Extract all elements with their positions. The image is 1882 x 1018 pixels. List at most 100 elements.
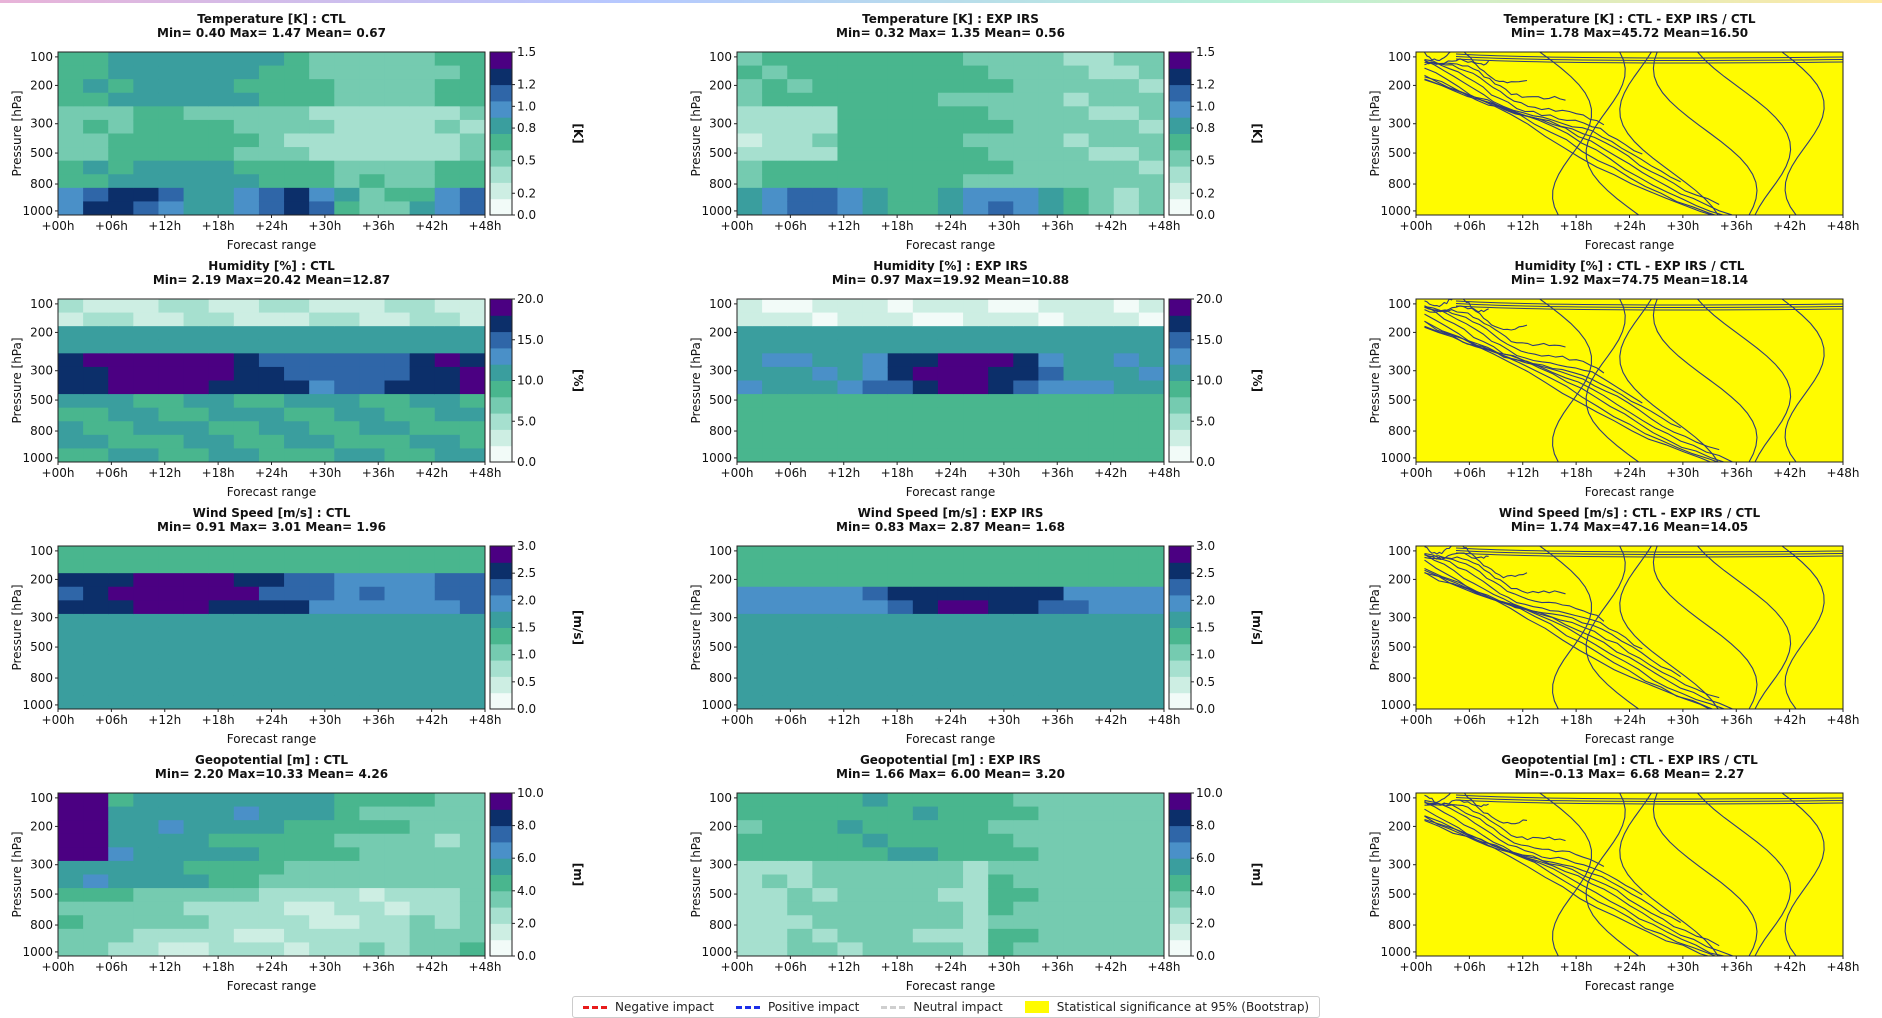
heatmap-cell [988, 394, 1014, 409]
heatmap-cell [108, 793, 134, 808]
heatmap-cell [762, 600, 788, 615]
heatmap-cell [1113, 695, 1140, 710]
heatmap-cell [1013, 201, 1039, 216]
heatmap-cell [158, 106, 185, 121]
heatmap-cell [434, 668, 461, 683]
heatmap-cell [409, 65, 436, 80]
x-axis-label: Forecast range [227, 979, 316, 993]
heatmap-cell [1088, 627, 1115, 642]
heatmap-cell [1088, 641, 1115, 656]
legend-positive: Positive impact [735, 1000, 859, 1014]
heatmap-cell [1113, 353, 1140, 368]
heatmap-cell [812, 326, 838, 341]
heatmap-cell [837, 820, 864, 835]
x-tick-label: +18h [881, 713, 914, 727]
heatmap-cell [133, 448, 159, 463]
heatmap-cell [409, 119, 436, 134]
heatmap-cell [762, 627, 788, 642]
heatmap-cell [988, 942, 1014, 957]
contour-line [1424, 306, 1605, 374]
heatmap-cell [862, 888, 889, 903]
heatmap-cell [1038, 312, 1065, 327]
heatmap-cell [812, 627, 838, 642]
heatmap-cell [409, 573, 436, 588]
colorbar-segment [1169, 445, 1191, 463]
heatmap-cell [1013, 394, 1039, 409]
colorbar-tick-label: 6.0 [1196, 851, 1215, 865]
x-tick-label: +24h [1613, 713, 1646, 727]
colorbar-segment [1169, 380, 1191, 398]
heatmap-cell [158, 92, 185, 107]
heatmap-cell [334, 299, 360, 314]
heatmap-cell [434, 559, 461, 574]
x-tick-label: +06h [1453, 219, 1486, 233]
heatmap-cell [963, 366, 989, 381]
heatmap-cell [1088, 681, 1115, 696]
heatmap-cell [284, 668, 310, 683]
heatmap-cell [258, 380, 285, 395]
heatmap-cell [837, 147, 864, 162]
heatmap-cell [912, 928, 939, 943]
heatmap-cell [359, 339, 386, 354]
heatmap-cell [459, 901, 486, 916]
colorbar-segment [490, 364, 512, 381]
heatmap-cell [787, 92, 813, 107]
heatmap-cell [912, 421, 939, 436]
heatmap-cell [1063, 160, 1090, 175]
heatmap-cell [83, 353, 109, 368]
colorbar-segment [1169, 100, 1191, 118]
heatmap-cell [787, 573, 813, 588]
heatmap-cell [1013, 106, 1039, 121]
heatmap-cell [409, 394, 436, 409]
heatmap-cell [737, 668, 763, 683]
heatmap-cell [737, 874, 763, 889]
heatmap-cell [384, 559, 411, 574]
heatmap-cell [1113, 133, 1140, 148]
contour-line [1585, 299, 1639, 462]
heatmap-cell [284, 793, 310, 808]
x-tick-label: +36h [1720, 466, 1753, 480]
heatmap-cell [309, 668, 335, 683]
heatmap-cell [334, 681, 360, 696]
heatmap-cell [812, 888, 838, 903]
heatmap-cell [1138, 434, 1165, 449]
heatmap-cell [459, 793, 486, 808]
chart-subtitle: Min= 1.66 Max= 6.00 Mean= 3.20 [836, 767, 1065, 781]
heatmap-cell [1013, 627, 1039, 642]
colorbar-tick-label: 0.0 [1196, 949, 1215, 963]
heatmap-cell [258, 860, 285, 875]
heatmap-cell [83, 366, 109, 381]
heatmap-cell [988, 106, 1014, 121]
x-tick-label: +48h [1827, 219, 1860, 233]
colorbar-segment [490, 84, 512, 102]
heatmap-cell [963, 299, 989, 314]
heatmap-cell [334, 366, 360, 381]
heatmap-cell [912, 434, 939, 449]
heatmap-cell [762, 915, 788, 930]
heatmap-cell [1038, 92, 1065, 107]
heatmap-cell [1038, 448, 1065, 463]
heatmap-cell [1113, 559, 1140, 574]
heatmap-cell [409, 353, 436, 368]
contour-line [1539, 793, 1592, 956]
heatmap-cell [359, 133, 386, 148]
heatmap-cell [1063, 119, 1090, 134]
positive-swatch [735, 1005, 760, 1009]
heatmap-cell [309, 339, 335, 354]
heatmap-cell [737, 106, 763, 121]
heatmap-cell [812, 174, 838, 189]
heatmap-cell [384, 901, 411, 916]
heatmap-cell [862, 299, 889, 314]
heatmap-cell [409, 681, 436, 696]
heatmap-cell [133, 888, 159, 903]
colorbar-tick-label: 0.5 [1196, 675, 1215, 689]
heatmap-cell [912, 586, 939, 601]
heatmap-cell [787, 106, 813, 121]
heatmap-cell [459, 833, 486, 848]
heatmap-cell [83, 312, 109, 327]
heatmap-cell [133, 160, 159, 175]
colorbar-segment [1169, 841, 1191, 859]
heatmap-cell [737, 860, 763, 875]
heatmap-cell [737, 928, 763, 943]
